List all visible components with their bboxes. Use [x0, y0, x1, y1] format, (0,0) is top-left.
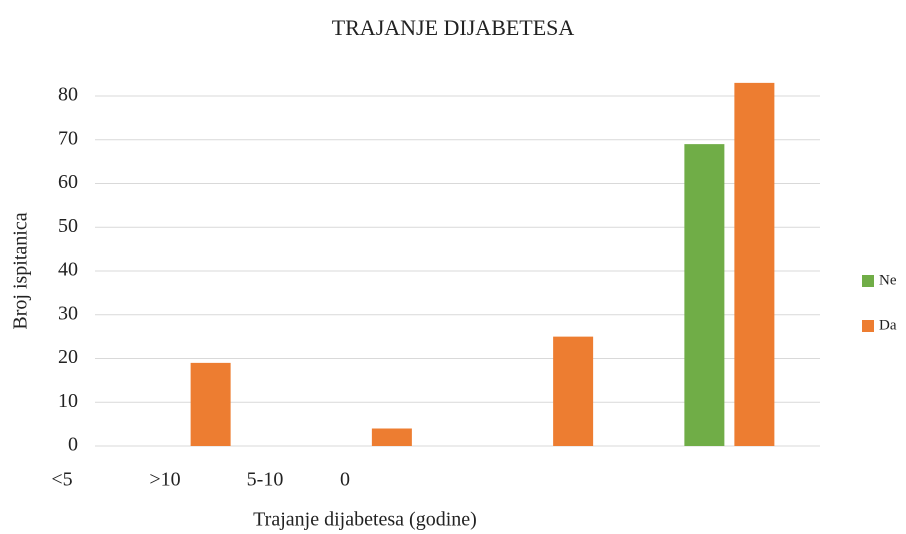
x-tick-label: 5-10 — [247, 469, 284, 491]
y-tick-label: 10 — [58, 390, 78, 412]
y-tick-label: 50 — [58, 215, 78, 237]
y-tick-label: 40 — [58, 259, 78, 281]
bar — [553, 336, 594, 446]
y-tick-label: 0 — [68, 434, 78, 456]
chart-title: TRAJANJE DIJABETESA — [332, 15, 575, 40]
y-tick-label: 30 — [58, 302, 78, 324]
legend-label: Da — [879, 317, 897, 333]
bar — [684, 144, 725, 446]
bar — [734, 82, 775, 446]
x-tick-label: 0 — [340, 469, 350, 491]
x-axis-label: Trajanje dijabetesa (godine) — [253, 509, 477, 531]
y-tick-label: 60 — [58, 171, 78, 193]
x-tick-label: <5 — [51, 469, 72, 491]
bar — [190, 362, 231, 446]
y-tick-label: 20 — [58, 346, 78, 368]
legend-label: Ne — [879, 272, 897, 288]
bar — [371, 428, 412, 446]
y-tick-label: 80 — [58, 84, 78, 106]
y-tick-label: 70 — [58, 127, 78, 149]
y-axis-label: Broj ispitanica — [10, 212, 32, 329]
legend-swatch — [862, 275, 874, 287]
x-tick-label: >10 — [149, 469, 180, 491]
legend-swatch — [862, 320, 874, 332]
